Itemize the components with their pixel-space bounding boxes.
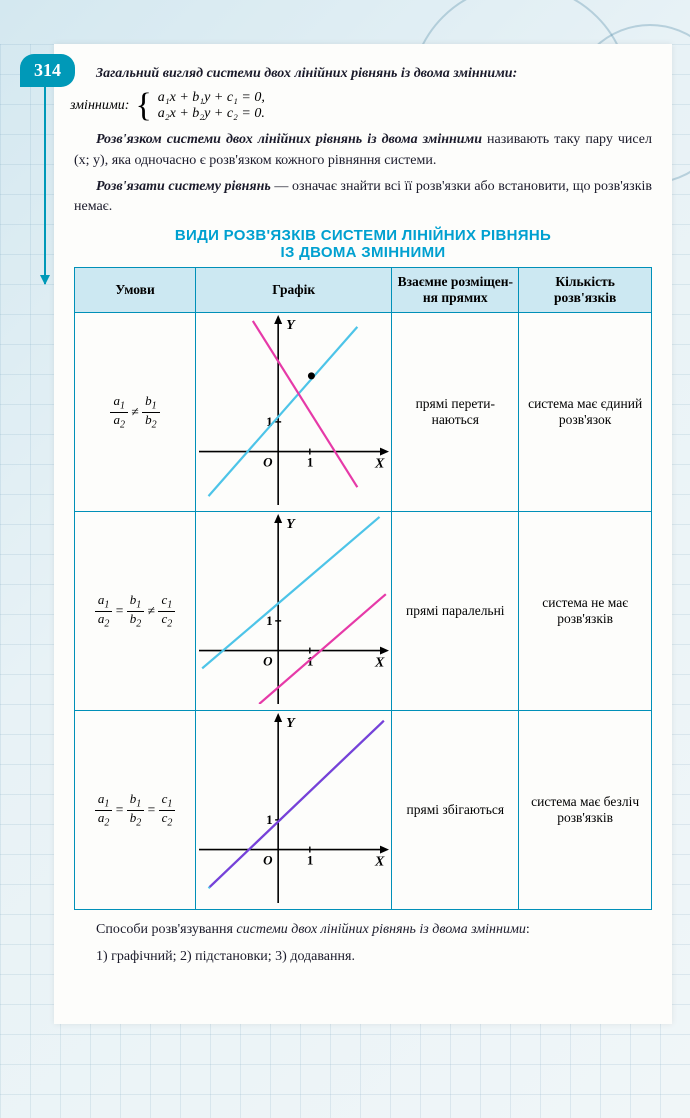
svg-text:Y: Y	[286, 716, 296, 731]
intro-heading: Загальний вигляд системи двох лінійних р…	[74, 64, 652, 84]
footer-lead: Способи розв'язування	[96, 922, 236, 937]
solutions-table: Умови Графік Взаємне розміщен-ня прямих …	[74, 267, 652, 910]
definition-2: Розв'язати систему рівнянь — означає зна…	[74, 177, 652, 218]
cell-placement: прямі паралельні	[392, 512, 519, 711]
section-title: ВИДИ РОЗВ'ЯЗКІВ СИСТЕМИ ЛІНІЙНИХ РІВНЯНЬ…	[74, 227, 652, 261]
cell-condition: a1a2 ≠ b1b2	[75, 313, 196, 512]
page-content: Загальний вигляд системи двох лінійних р…	[54, 44, 672, 1024]
svg-text:O: O	[263, 853, 273, 868]
table-row: a1a2 = b1b2 = c1c2 1 1 O X Yпрямі збігаютьсяс…	[75, 711, 652, 910]
system-lines: a₁x + b₁y + c₁ = 0, a₂x + b₂y + c₂ = 0.	[158, 90, 265, 122]
cell-condition: a1a2 = b1b2 ≠ c1c2	[75, 512, 196, 711]
section-title-line2: ІЗ ДВОМА ЗМІННИМИ	[74, 244, 652, 261]
th-graph: Графік	[196, 268, 392, 313]
svg-text:O: O	[263, 654, 273, 669]
cell-count: система не має розв'язків	[519, 512, 652, 711]
footer-methods-intro: Способи розв'язування системи двох ліній…	[74, 920, 652, 940]
svg-text:X: X	[374, 457, 385, 472]
cell-placement: прямі перети-наються	[392, 313, 519, 512]
system-equations: змінними: { a₁x + b₁y + c₁ = 0, a₂x + b₂…	[74, 90, 652, 122]
cell-graph: 1 1 O X Y	[196, 711, 392, 910]
intro-bold: Загальний вигляд системи двох лінійних р…	[96, 66, 517, 81]
th-placement: Взаємне розміщен-ня прямих	[392, 268, 519, 313]
cell-condition: a1a2 = b1b2 = c1c2	[75, 711, 196, 910]
page-number: 314	[20, 54, 75, 87]
th-count: Кількість розв'язків	[519, 268, 652, 313]
svg-text:1: 1	[266, 613, 273, 628]
svg-text:1: 1	[307, 455, 314, 470]
footer-italic: системи двох лінійних рівнянь із двома з…	[236, 922, 525, 937]
svg-text:O: O	[263, 455, 273, 470]
cell-placement: прямі збігаються	[392, 711, 519, 910]
eq-line-1: a₁x + b₁y + c₁ = 0,	[158, 90, 265, 106]
cell-count: система має єдиний розв'язок	[519, 313, 652, 512]
brace-icon: {	[135, 92, 151, 120]
section-title-line1: ВИДИ РОЗВ'ЯЗКІВ СИСТЕМИ ЛІНІЙНИХ РІВНЯНЬ	[74, 227, 652, 244]
def1-bold: Розв'язком системи двох лінійних рівнянь…	[96, 132, 482, 147]
eq-line-2: a₂x + b₂y + c₂ = 0.	[158, 106, 265, 122]
table-row: a1a2 = b1b2 ≠ c1c211OXYпрямі паралельніс…	[75, 512, 652, 711]
svg-text:Y: Y	[286, 318, 296, 333]
svg-text:X: X	[374, 656, 385, 671]
svg-text:1: 1	[307, 853, 314, 868]
svg-text:1: 1	[266, 812, 273, 827]
table-row: a1a2 ≠ b1b211OXYпрямі перети-наютьсясист…	[75, 313, 652, 512]
methods-text: 1) графічний; 2) підстановки; 3) додаван…	[96, 949, 355, 964]
def2-bold: Розв'язати систему рівнянь	[96, 179, 271, 194]
footer-colon: :	[526, 922, 530, 937]
svg-text:Y: Y	[286, 517, 296, 532]
graph-svg: 11OXY	[199, 514, 389, 704]
margin-arrow	[44, 84, 46, 284]
graph-svg: 1 1 O X Y	[199, 713, 389, 903]
cell-graph: 11OXY	[196, 313, 392, 512]
svg-text:X: X	[374, 855, 385, 870]
cell-count: система має безліч розв'язків	[519, 711, 652, 910]
definition-1: Розв'язком системи двох лінійних рівнянь…	[74, 130, 652, 171]
th-conditions: Умови	[75, 268, 196, 313]
graph-svg: 11OXY	[199, 315, 389, 505]
cell-graph: 11OXY	[196, 512, 392, 711]
system-label: змінними:	[70, 98, 129, 114]
table-header-row: Умови Графік Взаємне розміщен-ня прямих …	[75, 268, 652, 313]
footer-methods-list: 1) графічний; 2) підстановки; 3) додаван…	[74, 947, 652, 967]
